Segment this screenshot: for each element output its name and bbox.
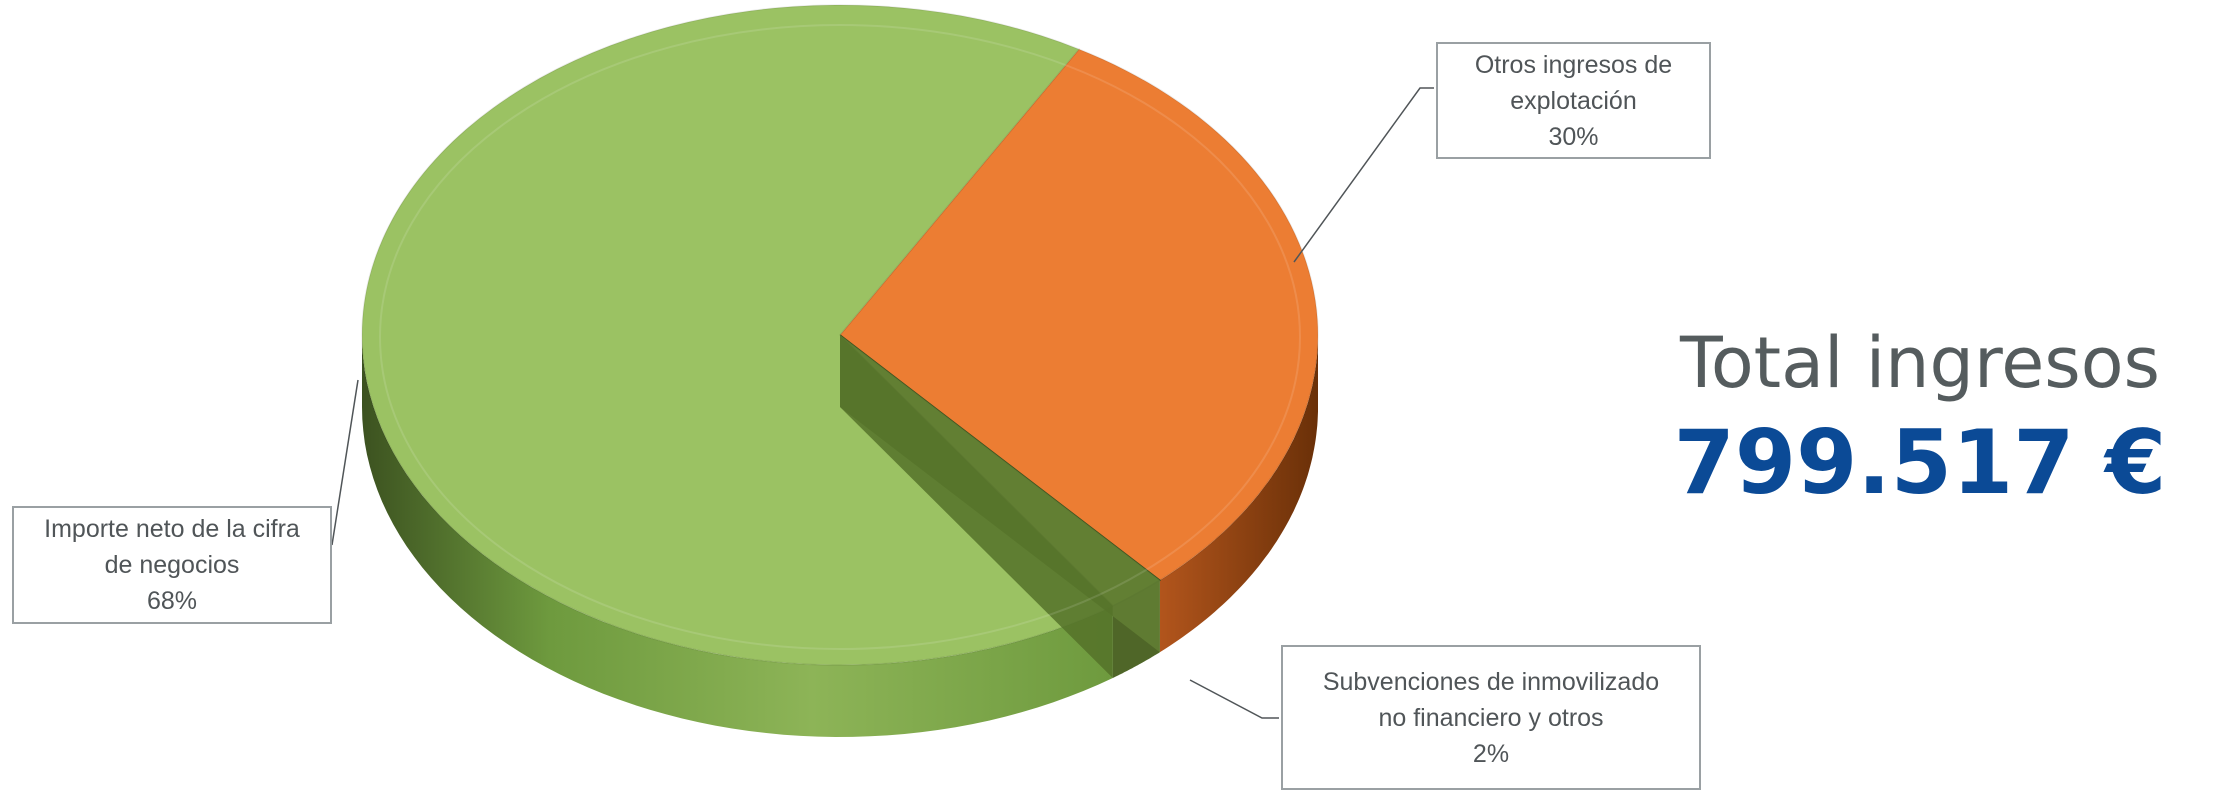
data-label-subvenciones-line1: Subvenciones de inmovilizado: [1322, 667, 1660, 696]
leader-line-0: [331, 379, 359, 546]
data-label-importe-line1: Importe neto de la cifra: [44, 515, 300, 543]
pie-highlight-ring: [379, 24, 1301, 650]
total-ingresos-value: 799.517 €: [1673, 411, 2167, 514]
pie-cut-wall-2: [840, 335, 1113, 678]
pie-slice-0: [361, 4, 1115, 666]
leader-line-1: [1293, 87, 1434, 263]
data-label-subvenciones-pct: 2%: [1472, 739, 1510, 768]
pie-side-1: [1159, 335, 1318, 653]
pie-slice-1: [838, 48, 1319, 582]
leader-line-2: [1189, 679, 1279, 719]
total-ingresos-block: Total ingresos 799.517 €: [1640, 318, 2200, 518]
pie-cut-wall: [840, 335, 1160, 653]
data-label-importe: Importe neto de la cifra de negocios 68%: [12, 506, 332, 624]
data-label-subvenciones: Subvenciones de inmovilizado no financie…: [1281, 645, 1701, 790]
data-label-importe-pct: 68%: [146, 587, 198, 615]
data-label-otros-line2: explotación: [1510, 86, 1637, 115]
total-ingresos-label: Total ingresos: [1679, 322, 2161, 404]
data-label-otros: Otros ingresos de explotación 30%: [1436, 42, 1711, 159]
data-label-otros-pct: 30%: [1548, 122, 1599, 151]
data-label-subvenciones-line2: no financiero y otros: [1378, 703, 1604, 732]
data-label-otros-line1: Otros ingresos de: [1474, 50, 1673, 79]
pie-side-0: [362, 335, 1113, 737]
data-label-importe-line2: de negocios: [104, 551, 240, 579]
